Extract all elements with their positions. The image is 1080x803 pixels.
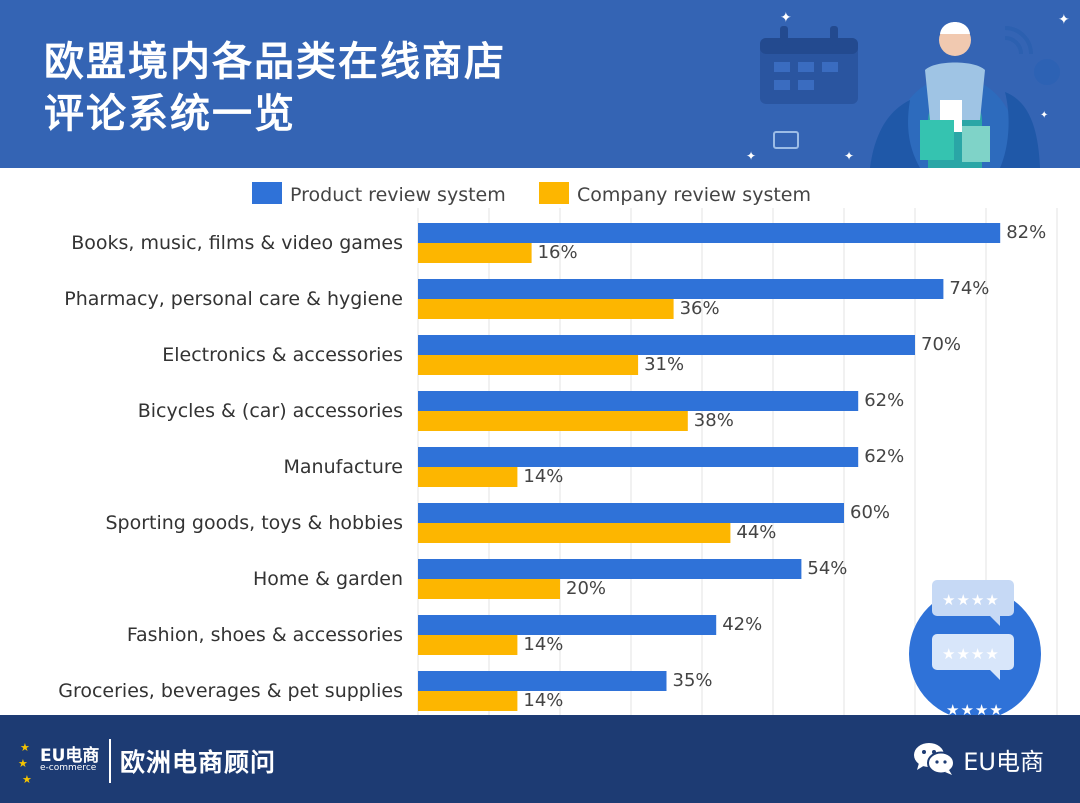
data-label: 31% — [644, 354, 684, 375]
data-label: 62% — [864, 446, 904, 467]
svg-text:★★★★: ★★★★ — [942, 591, 1000, 609]
coin-icon — [1034, 59, 1060, 85]
product-review-bar — [418, 559, 802, 579]
bars: 82% 16% 74% 36% 70% 31% 62% 38% 62% 14% 60% 44% 54% 2… — [418, 222, 1046, 711]
svg-text:★: ★ — [18, 757, 28, 770]
svg-text:✦: ✦ — [1040, 110, 1048, 121]
footer-brand-name: 欧洲电商顾问 — [120, 748, 277, 777]
product-review-bar — [418, 671, 667, 691]
svg-text:✦: ✦ — [746, 149, 756, 163]
category-label: Sporting goods, toys & hobbies — [105, 512, 403, 534]
company-review-bar — [418, 299, 674, 319]
legend-swatch — [539, 182, 569, 204]
product-review-bar — [418, 223, 1001, 243]
review-stars-icon: ★★★★ ★★★★ ★★★★ — [932, 580, 1014, 715]
data-label: 35% — [673, 670, 713, 691]
svg-text:★★★★: ★★★★ — [946, 701, 1004, 715]
wechat-account[interactable]: EU电商 — [913, 737, 1044, 781]
company-review-bar — [418, 635, 518, 655]
category-label: Books, music, films & video games — [71, 232, 403, 254]
product-review-bar — [418, 391, 859, 411]
header-banner: 欧盟境内各品类在线商店 评论系统一览 — [0, 0, 1080, 168]
data-label: 14% — [523, 466, 563, 487]
category-label: Groceries, beverages & pet supplies — [58, 680, 403, 702]
credit-card-icon — [773, 131, 799, 149]
svg-text:★★★★: ★★★★ — [942, 645, 1000, 663]
data-label: 36% — [680, 298, 720, 319]
page-title: 欧盟境内各品类在线商店 评论系统一览 — [44, 36, 506, 140]
svg-text:✦: ✦ — [844, 149, 854, 163]
legend-label: Product review system — [290, 184, 506, 206]
company-review-bar — [418, 467, 518, 487]
product-review-bar — [418, 447, 859, 467]
category-label: Bicycles & (car) accessories — [138, 400, 403, 422]
svg-text:★: ★ — [20, 741, 30, 754]
company-review-bar — [418, 355, 639, 375]
logo-main-text: EU电商 — [40, 746, 100, 766]
category-labels: Books, music, films & video games Pharmac… — [58, 232, 403, 702]
data-label: 60% — [850, 502, 890, 523]
legend-swatch — [252, 182, 282, 204]
company-review-bar — [418, 691, 518, 711]
wechat-account-label: EU电商 — [963, 747, 1044, 776]
company-review-bar — [418, 523, 731, 543]
footer-divider — [109, 739, 111, 783]
wechat-icon — [914, 743, 956, 775]
data-label: 14% — [523, 634, 563, 655]
title-line-2: 评论系统一览 — [44, 91, 296, 137]
company-review-bar — [418, 243, 532, 263]
svg-text:✦: ✦ — [780, 10, 792, 26]
data-label: 54% — [807, 558, 847, 579]
data-label: 70% — [921, 334, 961, 355]
company-review-bar — [418, 411, 688, 431]
bar-chart: Product review system Company review syst… — [58, 182, 1058, 715]
data-label: 74% — [949, 278, 989, 299]
data-label: 20% — [566, 578, 606, 599]
data-label: 14% — [523, 690, 563, 711]
data-label: 44% — [736, 522, 776, 543]
eu-stars-icon: ★ ★ ★ — [18, 741, 32, 786]
data-label: 62% — [864, 390, 904, 411]
data-label: 82% — [1006, 222, 1046, 243]
category-label: Electronics & accessories — [162, 344, 403, 366]
legend-label: Company review system — [577, 184, 811, 206]
svg-text:✦: ✦ — [1058, 12, 1070, 28]
product-review-bar — [418, 503, 844, 523]
chart-legend: Product review system Company review syst… — [252, 182, 811, 206]
svg-text:★: ★ — [22, 773, 32, 786]
brand-logo: ★ ★ ★ EU电商 e-commerce — [18, 733, 118, 789]
product-review-bar — [418, 279, 944, 299]
product-review-bar — [418, 615, 717, 635]
category-label: Fashion, shoes & accessories — [127, 624, 403, 646]
calendar-icon — [760, 26, 858, 104]
category-label: Pharmacy, personal care & hygiene — [64, 288, 403, 310]
wifi-icon — [1004, 26, 1033, 55]
review-badge: ★★★★ ★★★★ ★★★★ — [909, 580, 1041, 715]
footer-bar: ★ ★ ★ EU电商 e-commerce 欧洲电商顾问 EU电商 — [0, 715, 1080, 803]
category-label: Home & garden — [253, 568, 403, 590]
product-review-bar — [418, 335, 915, 355]
data-label: 42% — [722, 614, 762, 635]
category-label: Manufacture — [284, 456, 403, 478]
logo-sub-text: e-commerce — [40, 763, 97, 773]
star-icon: ✦ ✦ ✦ ✦ ✦ — [746, 10, 1070, 163]
header-illustration: ✦ ✦ ✦ ✦ ✦ — [746, 10, 1070, 168]
data-label: 38% — [694, 410, 734, 431]
shopping-person-icon — [870, 22, 1040, 168]
chart-area: Product review system Company review syst… — [0, 168, 1080, 715]
data-label: 16% — [538, 242, 578, 263]
company-review-bar — [418, 579, 560, 599]
title-line-1: 欧盟境内各品类在线商店 — [44, 39, 506, 85]
